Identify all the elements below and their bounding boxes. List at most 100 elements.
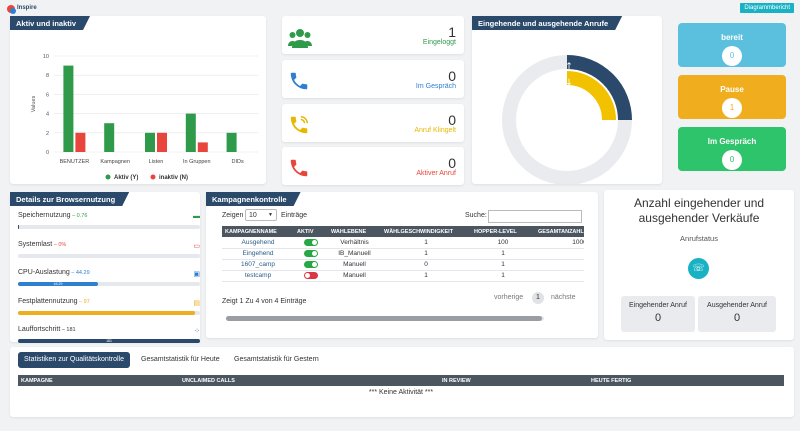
y-tick-label: 4 [46, 112, 49, 118]
stat-label: Eingeloggt [422, 39, 456, 46]
donut-outgoing-arc [566, 71, 616, 121]
stat-card-1[interactable]: 0 Im Gespräch [282, 60, 464, 98]
y-axis-label: Values [31, 96, 37, 113]
active-toggle[interactable] [304, 271, 318, 279]
column-header[interactable]: HOPPER-LEVEL [471, 226, 535, 237]
entries-select[interactable]: 10 ▼ [245, 209, 277, 221]
stat-card-0[interactable]: 1 Eingeloggt [282, 16, 464, 54]
dial-level-cell: Manuell [328, 270, 381, 282]
col-done-today: HEUTE FERTIG [591, 378, 632, 384]
active-cell [294, 248, 328, 260]
cpu-icon: ▣ [193, 271, 200, 278]
browser-row-label: CPU-Auslastung [18, 269, 70, 276]
campaign-name-link[interactable]: 1607_camp [222, 259, 294, 271]
active-inactive-title: Aktiv und inaktiv [10, 16, 90, 30]
legend-label[interactable]: Aktiv (Y) [114, 175, 138, 181]
stat-card-2[interactable]: 0 Anruf Klingelt [282, 104, 464, 142]
outgoing-call-box: Ausgehender Anruf 0 [698, 296, 776, 332]
bar-active[interactable] [226, 132, 237, 152]
chart-report-button[interactable]: Diagrammbericht [740, 3, 794, 13]
next-page-link[interactable]: nächste [551, 294, 576, 301]
x-tick-label: Listen [149, 159, 164, 165]
page-1-button[interactable]: 1 [532, 292, 544, 304]
app-logo[interactable]: Inspire [6, 3, 40, 17]
column-header[interactable]: GESAMTANZAHL DER [535, 226, 584, 237]
calls-donut-chart: ↑ ↓ [502, 55, 632, 184]
scrollbar-thumb[interactable] [226, 316, 542, 321]
legend-label[interactable]: inaktiv (N) [159, 175, 188, 181]
call-status-icon[interactable]: ☏ [688, 258, 709, 279]
status-box-0[interactable]: bereit 0 [678, 23, 786, 67]
active-toggle[interactable] [304, 249, 318, 257]
browser-row-bar-fill: 181 [18, 339, 200, 343]
column-header[interactable]: WAHLEBENE [328, 226, 381, 237]
browser-row-label-wrap: CPU-Auslastung – 44.29 [18, 269, 200, 276]
tab-yesterday-stats[interactable]: Gesamtstatistik für Gestern [234, 356, 319, 363]
incoming-call-value: 0 [654, 312, 662, 324]
logo-icon [7, 5, 16, 14]
campaign-name-link[interactable]: Eingehend [222, 248, 294, 260]
table-row: Ausgehend Verhältnis1100100024 [222, 237, 584, 249]
table-row: 1607_campManuell010 [222, 259, 584, 271]
active-inactive-card: Aktiv und inaktiv 0 2 4 6 8 10 Values BENUTZER K… [10, 16, 266, 184]
browser-row-value: 44.29 [75, 270, 90, 276]
column-header[interactable]: AKTIV [294, 226, 328, 237]
bar-inactive[interactable] [157, 132, 167, 152]
donut-incoming-arc [566, 55, 632, 121]
bar-active[interactable] [63, 65, 74, 152]
spinner-icon: ⁘ [194, 328, 200, 335]
campaign-control-title: Kampagnenkontrolle [206, 192, 301, 206]
browser-row-bar [18, 253, 200, 258]
bar-active[interactable] [145, 132, 155, 152]
browser-usage-card: Details zur Browsernutzung Speichernutzu… [10, 192, 200, 343]
column-header[interactable]: KAMPAGNENNAME [222, 226, 294, 237]
campaign-name-link[interactable]: testcamp [222, 270, 294, 282]
search-input[interactable] [488, 210, 582, 223]
browser-row-bar-fill [18, 225, 20, 229]
stat-card-3[interactable]: 0 Aktiver Anruf [282, 147, 464, 185]
bar-inactive[interactable] [75, 132, 86, 152]
calls-chart-card: Eingehende und ausgehende Anrufe ↑ ↓ [472, 16, 662, 184]
bar-inactive[interactable] [197, 142, 208, 152]
tab-quality-stats[interactable]: Statistiken zur Qualitätskontrolle [18, 352, 130, 368]
campaign-name-link[interactable]: Ausgehend [222, 237, 294, 249]
column-header[interactable]: WÄHLGESCHWINDIGKEIT [381, 226, 471, 237]
browser-row-value: 0% [58, 241, 67, 248]
legend-marker [105, 174, 111, 180]
active-toggle[interactable] [304, 260, 318, 268]
x-tick-label: DIDs [231, 159, 243, 165]
table-info: Zeigt 1 Zu 4 von 4 Einträge [222, 298, 307, 305]
chevron-down-icon: ▼ [268, 212, 273, 218]
incoming-call-box: Eingehender Anruf 0 [621, 296, 695, 332]
prev-page-link[interactable]: vorherige [494, 294, 524, 301]
x-tick-label: Kampagnen [100, 159, 130, 165]
total-cell: 100024 [535, 237, 584, 249]
users-icon [288, 26, 312, 50]
y-tick-label: 0 [46, 150, 49, 156]
bar-active[interactable] [185, 113, 196, 152]
browser-row-bar: 181 [18, 339, 200, 343]
browser-row-value: 181 [66, 327, 76, 333]
stat-value: 0 [448, 155, 456, 171]
table-row: testcampManuell1147 [222, 270, 584, 282]
quality-table-header: KAMPAGNE UNCLAIMED CALLS IN REVIEW HEUTE… [18, 375, 784, 386]
status-box-1[interactable]: Pause 1 [678, 75, 786, 119]
status-box-2[interactable]: Im Gespräch 0 [678, 127, 786, 171]
horizontal-scrollbar[interactable] [226, 316, 544, 321]
incoming-call-label: Eingehender Anruf [629, 302, 687, 309]
stat-value: 0 [448, 68, 456, 84]
dial-speed-cell: 1 [381, 237, 471, 249]
ringing-phone-icon [288, 114, 312, 138]
active-toggle[interactable] [304, 238, 318, 246]
stat-value: 1 [448, 24, 456, 40]
col-unclaimed: UNCLAIMED CALLS [182, 378, 235, 384]
show-label: Zeigen [222, 212, 244, 219]
bar-active[interactable] [104, 123, 115, 152]
browser-row-label-wrap: Systemlast – 0% [18, 241, 200, 248]
stat-value: 0 [448, 112, 456, 128]
total-cell: 0 [535, 248, 584, 260]
col-campaign: KAMPAGNE [21, 378, 53, 384]
hopper-level-cell: 1 [471, 259, 535, 271]
x-tick-label: In Gruppen [183, 159, 211, 165]
tab-today-stats[interactable]: Gesamtstatistik für Heute [141, 356, 220, 363]
